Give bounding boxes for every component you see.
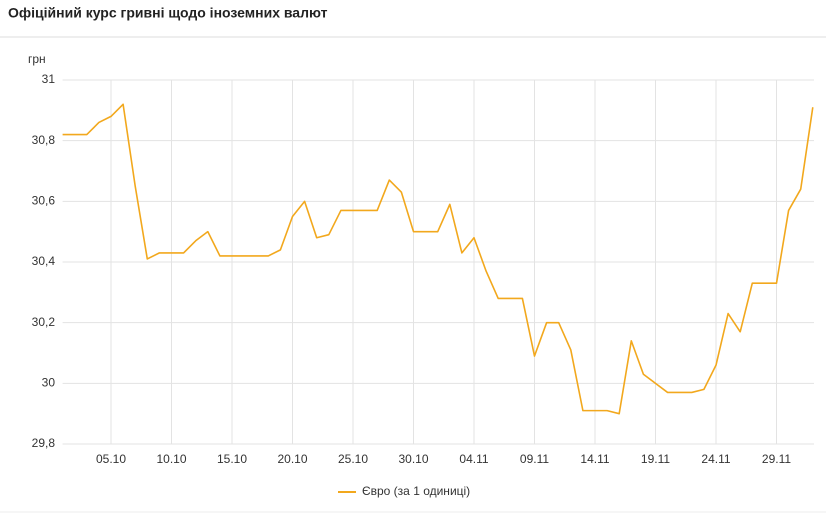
x-tick-label: 09.11 — [520, 452, 549, 466]
y-tick-label: 30,4 — [32, 254, 56, 268]
legend-label: Євро (за 1 одиниці) — [362, 484, 470, 498]
chart-title: Офіційний курс гривні щодо іноземних вал… — [8, 5, 328, 21]
x-tick-label: 20.10 — [277, 452, 307, 466]
y-tick-label: 30,8 — [32, 133, 56, 147]
y-tick-label: 29,8 — [32, 436, 56, 450]
x-tick-label: 04.11 — [459, 452, 488, 466]
series-line — [62, 103, 814, 415]
x-tick-label: 15.10 — [217, 452, 247, 466]
x-tick-label: 05.10 — [96, 452, 126, 466]
y-tick-label: 30,6 — [32, 194, 56, 208]
x-tick-label: 25.10 — [338, 452, 368, 466]
x-tick-label: 10.10 — [156, 452, 186, 466]
y-tick-label: 30 — [42, 376, 56, 390]
x-tick-label: 14.11 — [580, 452, 609, 466]
y-tick-label: 31 — [42, 72, 56, 86]
y-axis-label: грн — [28, 52, 46, 66]
y-tick-label: 30,2 — [32, 315, 56, 329]
x-tick-label: 24.11 — [701, 452, 730, 466]
x-tick-label: 19.11 — [641, 452, 670, 466]
x-tick-label: 29.11 — [762, 452, 791, 466]
x-tick-label: 30.10 — [398, 452, 428, 466]
